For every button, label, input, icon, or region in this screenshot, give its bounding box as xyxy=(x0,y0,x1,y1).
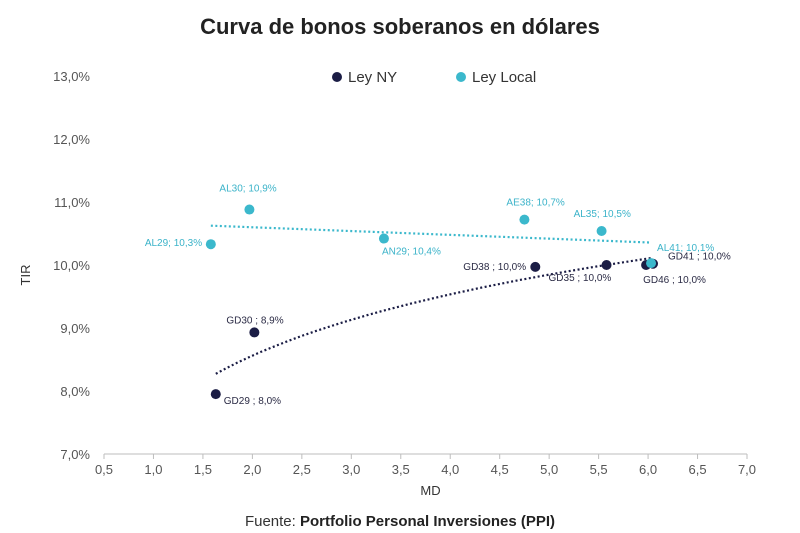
data-label: AL30; 10,9% xyxy=(219,184,276,195)
x-tick-label: 3,5 xyxy=(392,462,410,477)
y-tick-label: 11,0% xyxy=(54,195,90,210)
data-label: AL41; 10,1% xyxy=(657,243,714,254)
legend-label-ley-local: Ley Local xyxy=(472,69,536,86)
data-point xyxy=(519,214,530,225)
x-tick-label: 5,5 xyxy=(590,462,608,477)
data-point xyxy=(601,260,612,270)
source-note: Fuente: Portfolio Personal Inversiones (… xyxy=(0,513,800,530)
legend-label-ley-ny: Ley NY xyxy=(348,69,397,86)
x-tick-label: 0,5 xyxy=(95,462,113,477)
data-label: GD41 ; 10,0% xyxy=(668,252,731,263)
x-tick-label: 6,5 xyxy=(688,462,706,477)
x-tick-label: 6,0 xyxy=(639,462,657,477)
data-label: GD29 ; 8,0% xyxy=(224,396,281,407)
data-point xyxy=(646,258,657,269)
x-tick-label: 3,0 xyxy=(342,462,360,477)
data-label: AE38; 10,7% xyxy=(506,198,564,209)
data-point xyxy=(244,204,255,215)
x-tick-label: 1,0 xyxy=(144,462,162,477)
x-tick-label: 1,5 xyxy=(194,462,212,477)
x-tick-label: 4,0 xyxy=(441,462,459,477)
y-axis-label: TIR xyxy=(18,265,33,286)
data-point xyxy=(210,389,221,400)
data-label: AN29; 10,4% xyxy=(382,247,441,258)
legend-marker-ley-local xyxy=(456,72,466,82)
data-label: GD38 ; 10,0% xyxy=(463,262,526,273)
x-tick-label: 7,0 xyxy=(738,462,756,477)
data-point xyxy=(530,261,541,272)
data-point xyxy=(378,233,389,244)
data-label: GD35 ; 10,0% xyxy=(549,273,612,284)
trendline-ley-local xyxy=(210,224,652,244)
data-point xyxy=(249,327,260,338)
data-point xyxy=(596,225,607,236)
x-tick-label: 2,5 xyxy=(293,462,311,477)
y-tick-label: 8,0% xyxy=(60,384,90,399)
x-tick-label: 4,5 xyxy=(491,462,509,477)
source-name: Portfolio Personal Inversiones (PPI) xyxy=(299,513,556,530)
data-label: AL29; 10,3% xyxy=(145,238,202,249)
legend-marker-ley-ny xyxy=(332,72,342,82)
chart-title: Curva de bonos soberanos en dólares xyxy=(200,14,600,39)
data-label: AL35; 10,5% xyxy=(574,209,631,220)
source-prefix: Fuente: xyxy=(244,513,300,530)
y-tick-label: 12,0% xyxy=(53,132,90,147)
x-tick-label: 5,0 xyxy=(540,462,558,477)
x-axis-label: MD xyxy=(420,483,440,498)
y-tick-label: 7,0% xyxy=(60,447,90,462)
data-label: GD46 ; 10,0% xyxy=(643,275,706,286)
y-tick-label: 9,0% xyxy=(60,321,90,336)
y-tick-label: 13,0% xyxy=(53,69,90,84)
data-point xyxy=(205,239,216,250)
data-label: GD30 ; 8,9% xyxy=(226,315,283,326)
y-tick-label: 10,0% xyxy=(53,258,90,273)
x-tick-label: 2,0 xyxy=(243,462,261,477)
